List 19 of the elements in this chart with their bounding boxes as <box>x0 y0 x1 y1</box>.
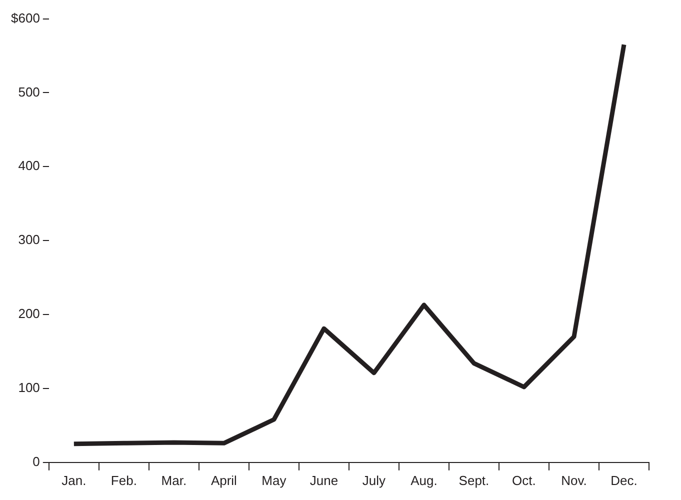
x-tick-label: Sept. <box>458 472 490 488</box>
x-tick-label: April <box>210 472 238 488</box>
x-tick-label: Aug. <box>410 472 438 488</box>
x-tick-label: May <box>262 472 287 488</box>
x-tick-label: Nov. <box>561 472 587 488</box>
x-tick-label: Dec. <box>610 472 638 488</box>
x-tick-label: Oct. <box>512 472 536 488</box>
x-tick-label: Jan. <box>62 472 86 488</box>
y-tick-label: 0 <box>32 454 40 469</box>
y-tick-label: 100 <box>18 380 40 396</box>
x-tick-label: Feb. <box>110 472 137 488</box>
y-tick-label: $600 <box>11 10 40 26</box>
x-tick-label: July <box>362 472 386 488</box>
y-tick-label: 300 <box>18 232 40 248</box>
y-tick-label: 400 <box>18 158 40 174</box>
y-tick-label: 200 <box>18 306 40 322</box>
y-tick-label: 500 <box>18 84 40 100</box>
x-tick-label: June <box>310 472 338 488</box>
x-tick-label: Mar. <box>161 472 187 488</box>
